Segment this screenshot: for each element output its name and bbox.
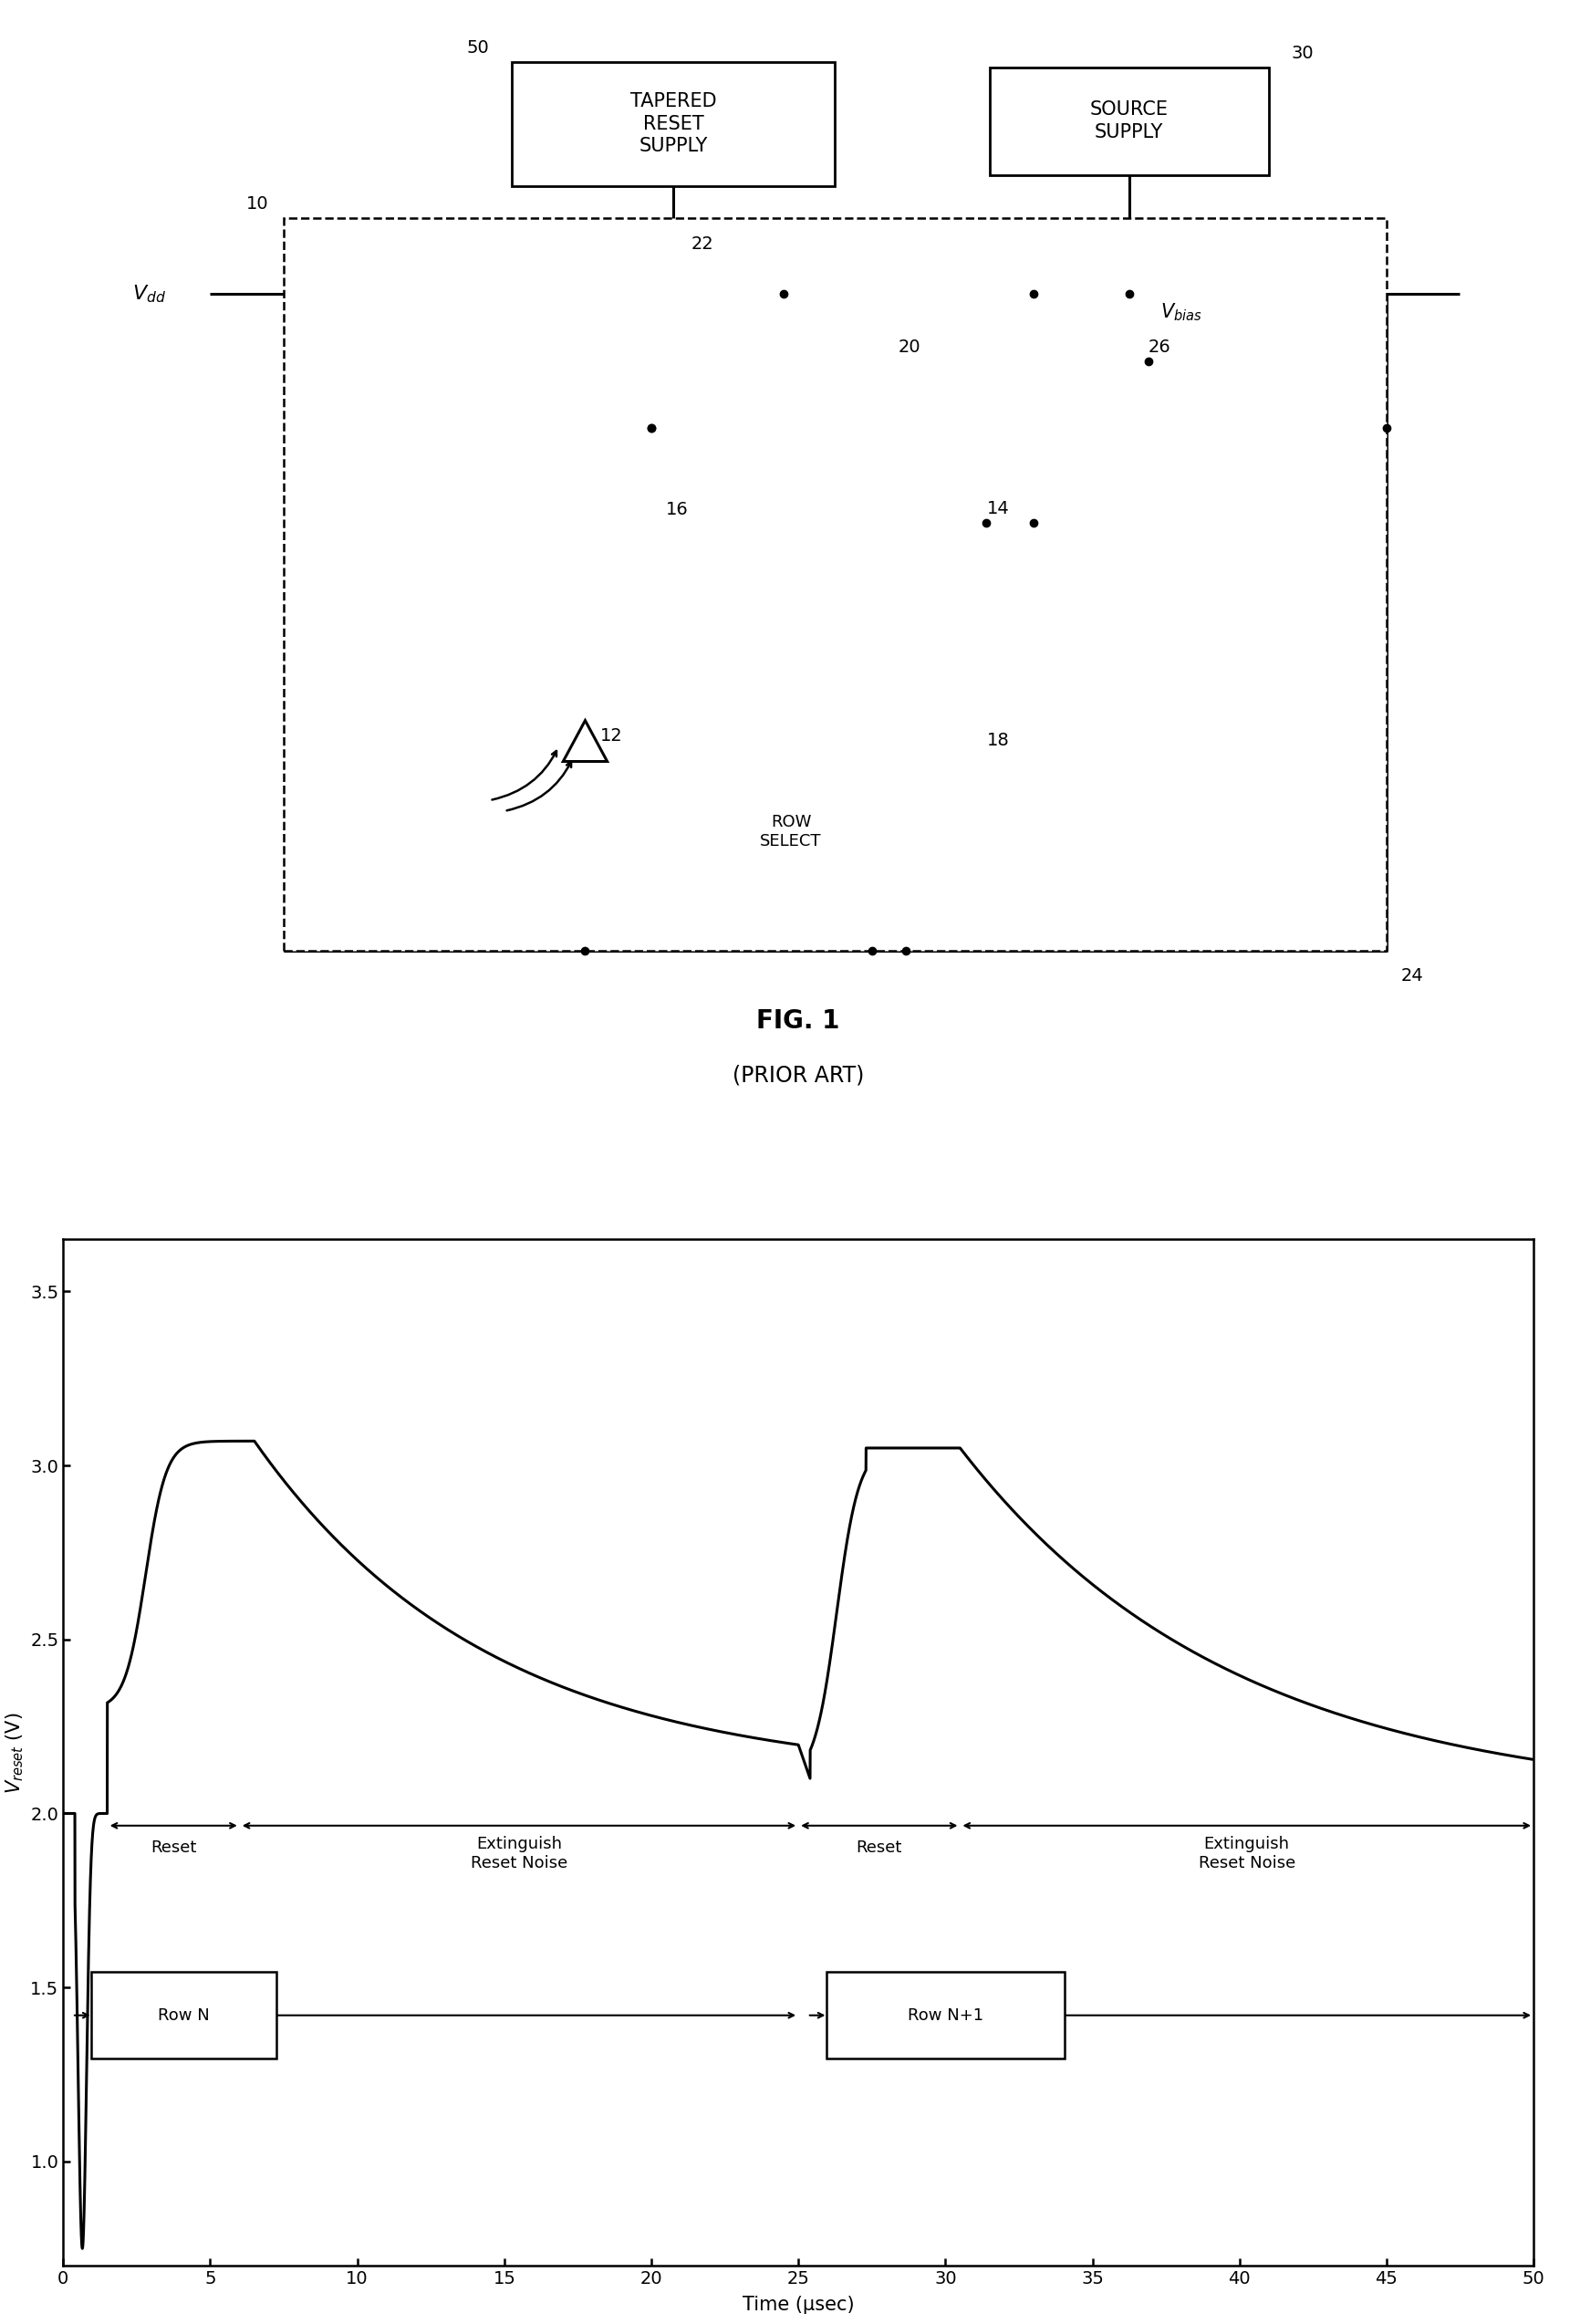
Text: FIG. 1: FIG. 1 [757, 1009, 839, 1034]
Text: SOURCE
SUPPLY: SOURCE SUPPLY [1089, 100, 1168, 142]
Text: 16: 16 [665, 500, 689, 518]
Polygon shape [562, 720, 607, 762]
Text: 14: 14 [986, 500, 1008, 518]
Text: $V_{bias}$: $V_{bias}$ [1160, 302, 1201, 323]
Text: 22: 22 [690, 235, 713, 253]
Text: $V_{dd}$: $V_{dd}$ [133, 284, 166, 304]
Text: 12: 12 [599, 727, 623, 744]
Bar [989, 67, 1269, 174]
Text: 26: 26 [1147, 339, 1171, 356]
Text: TAPERED
RESET
SUPPLY: TAPERED RESET SUPPLY [630, 93, 716, 156]
Text: (PRIOR ART): (PRIOR ART) [732, 1064, 864, 1085]
FancyBboxPatch shape [92, 1971, 276, 2059]
Text: 24: 24 [1400, 967, 1424, 985]
Y-axis label: $V_{reset}$ (V): $V_{reset}$ (V) [3, 1713, 25, 1794]
X-axis label: Time (μsec): Time (μsec) [743, 2296, 853, 2312]
Text: 10: 10 [246, 195, 269, 214]
Text: 30: 30 [1291, 44, 1313, 63]
Text: Extinguish
Reset Noise: Extinguish Reset Noise [471, 1836, 567, 1871]
Text: 50: 50 [466, 40, 490, 56]
Text: ROW
SELECT: ROW SELECT [760, 813, 822, 848]
Bar [512, 63, 834, 186]
Text: 18: 18 [986, 732, 1008, 748]
FancyBboxPatch shape [826, 1971, 1063, 2059]
Text: Reset: Reset [856, 1841, 902, 1857]
Text: Row N: Row N [158, 2008, 210, 2024]
Text: Row N+1: Row N+1 [907, 2008, 983, 2024]
Text: Reset: Reset [150, 1841, 196, 1857]
Bar [284, 218, 1386, 951]
Text: Extinguish
Reset Noise: Extinguish Reset Noise [1198, 1836, 1294, 1871]
Text: 20: 20 [897, 339, 920, 356]
